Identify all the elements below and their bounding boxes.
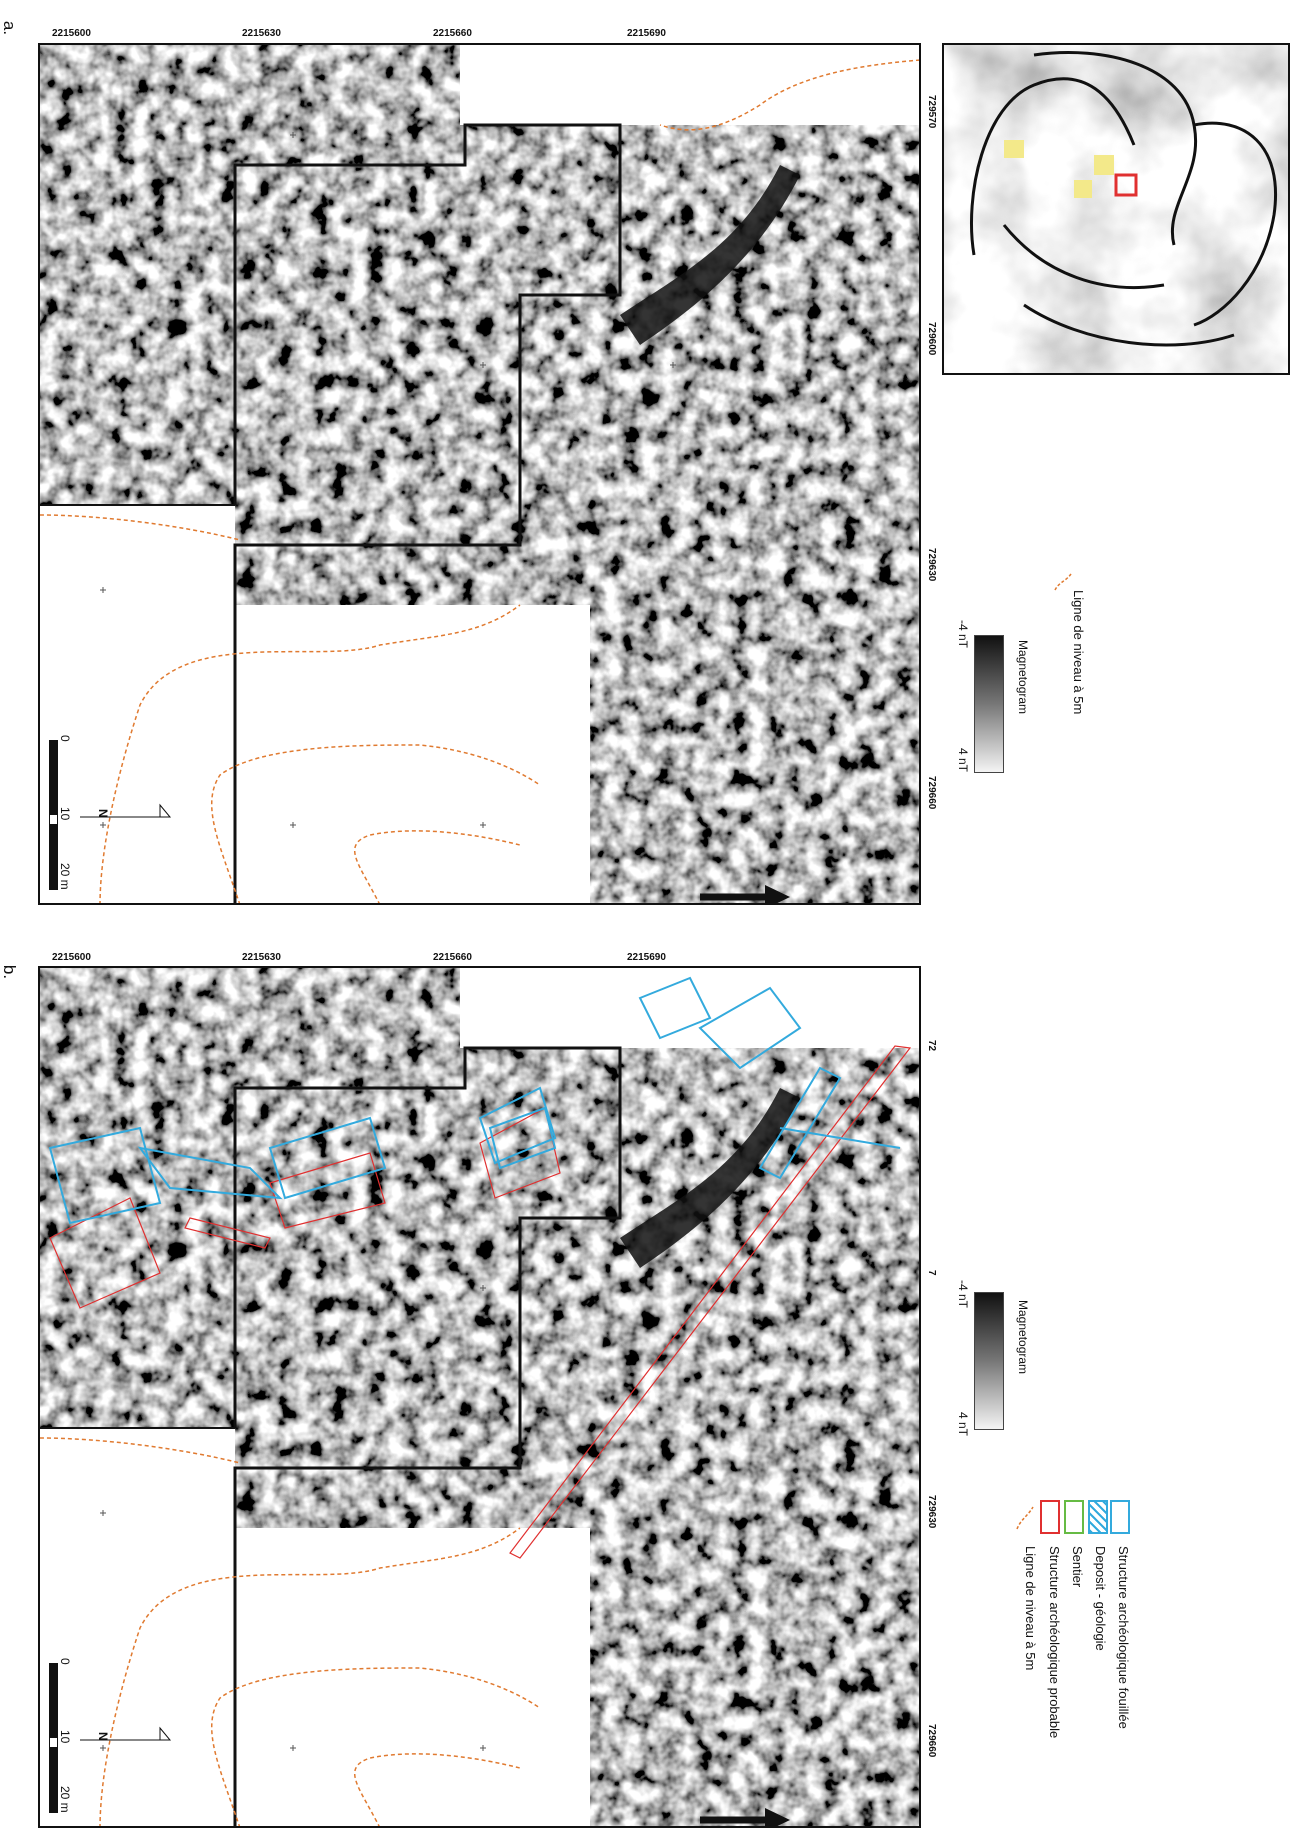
map-panel-b: 0 10 20 m N	[38, 966, 921, 1828]
magnetogram-max-label: 4 nT	[956, 1412, 970, 1437]
panel-a-label: a.	[0, 20, 20, 36]
contour-line	[40, 514, 241, 541]
location-inset-map	[942, 43, 1290, 375]
contour-line	[659, 59, 919, 131]
legend-label-deposit: Deposit - géologie	[1093, 1546, 1108, 1651]
magnetogram-raster	[590, 125, 919, 903]
magnetogram-map-b	[40, 968, 919, 1826]
grid-crosses	[100, 132, 676, 828]
linear-anomaly	[620, 165, 800, 345]
contour-legend-symbol	[1054, 573, 1072, 591]
legend-label-probable: Structure archéologique probable	[1047, 1546, 1062, 1739]
contour-line	[353, 1753, 521, 1826]
contour-line	[353, 830, 521, 903]
x-tick-label: 2215600	[52, 28, 91, 39]
legend-label-sentier: Sentier	[1070, 1546, 1085, 1588]
magnetogram-max-label: 4 nT	[956, 748, 970, 773]
y-tick-label: 729570	[926, 95, 937, 129]
panel-b-label: b.	[0, 964, 20, 980]
y-tick-label: 72	[926, 1040, 937, 1052]
grid-crosses	[100, 1285, 486, 1751]
north-label: N	[96, 1732, 110, 1741]
survey-outline	[233, 1046, 622, 1826]
legend-swatch-sentier	[1064, 1500, 1084, 1534]
highlight-area	[1004, 140, 1024, 158]
scale-label-10: 10	[58, 1730, 72, 1744]
magnetogram-legend-title: Magnetogram	[1016, 1300, 1030, 1375]
north-arrow	[80, 1726, 172, 1741]
probable-structure	[269, 1152, 386, 1229]
hillshade-map	[944, 45, 1288, 373]
contour-legend-label: Ligne de niveau à 5m	[1071, 590, 1086, 715]
x-tick-label: 2215660	[433, 952, 472, 963]
y-tick-label: 729660	[926, 776, 937, 810]
magnetogram-map-a	[40, 45, 919, 903]
x-tick-label: 2215630	[242, 952, 281, 963]
contour-line	[40, 1437, 241, 1464]
y-tick-label: 729630	[926, 548, 937, 582]
scale-bar	[49, 1663, 58, 1813]
scale-label-20: 20 m	[58, 863, 72, 890]
legend-swatch-probable	[1040, 1500, 1060, 1534]
legend-swatch-contour	[1016, 1506, 1034, 1530]
magnetogram-color-bar	[974, 635, 1004, 773]
probable-structure	[184, 1217, 271, 1249]
map-panel-a: 0 10 20 m N	[38, 43, 921, 905]
magnetogram-legend-title: Magnetogram	[1016, 640, 1030, 715]
legend-label-excavated: Structure archéologique fouillée	[1116, 1546, 1131, 1729]
study-area-box	[1114, 173, 1138, 197]
x-tick-label: 2215660	[433, 28, 472, 39]
direction-arrow	[700, 885, 790, 903]
magnetogram-min-label: -4 nT	[956, 1280, 970, 1309]
probable-structure	[509, 1045, 912, 1559]
excavated-structures	[48, 976, 901, 1225]
x-tick-label: 2215690	[627, 28, 666, 39]
north-arrow	[80, 803, 172, 818]
linear-anomaly	[620, 1088, 800, 1268]
legend-swatch-excavated	[1110, 1500, 1130, 1534]
magnetogram-min-label: -4 nT	[956, 620, 970, 649]
y-tick-label: 729600	[926, 322, 937, 356]
x-tick-label: 2215600	[52, 952, 91, 963]
scale-label-20: 20 m	[58, 1786, 72, 1813]
magnetogram-raster	[590, 1048, 919, 1826]
scale-label-0: 0	[58, 1658, 72, 1665]
scale-label-10: 10	[58, 807, 72, 821]
contour-line	[99, 604, 521, 903]
y-tick-label: 7	[926, 1270, 937, 1276]
x-tick-label: 2215630	[242, 28, 281, 39]
scale-bar	[49, 740, 58, 890]
probable-structure	[49, 1197, 161, 1309]
direction-arrow	[700, 1808, 790, 1826]
legend-swatch-deposit	[1088, 1500, 1108, 1534]
x-tick-label: 2215690	[627, 952, 666, 963]
north-label: N	[96, 809, 110, 818]
survey-outline	[233, 123, 622, 903]
magnetogram-color-bar	[974, 1292, 1004, 1430]
contour-line	[210, 1667, 541, 1826]
contour-line	[99, 1527, 521, 1826]
scale-label-0: 0	[58, 735, 72, 742]
y-tick-label: 729660	[926, 1724, 937, 1758]
y-tick-label: 729630	[926, 1495, 937, 1529]
contour-line	[210, 744, 541, 903]
legend-label-contour: Ligne de niveau à 5m	[1023, 1546, 1038, 1671]
probable-structure	[479, 1107, 561, 1199]
